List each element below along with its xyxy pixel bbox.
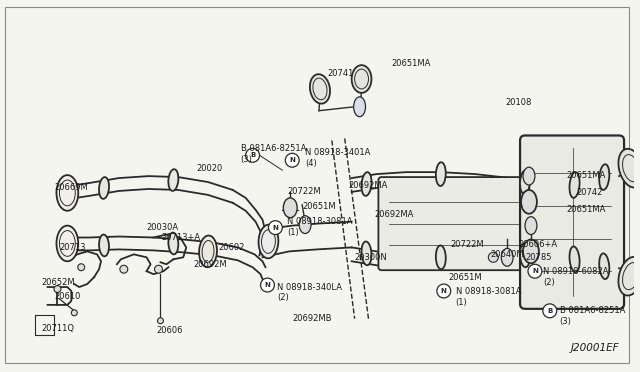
Text: 20742: 20742 [577,189,603,198]
Text: 20606: 20606 [157,326,183,335]
Text: 20300N: 20300N [355,253,387,262]
Text: (1): (1) [287,228,299,237]
Text: B 081A6-8251A: B 081A6-8251A [241,144,306,153]
Text: 20741: 20741 [327,68,353,78]
Circle shape [285,153,299,167]
Text: J20001EF: J20001EF [570,343,619,353]
Ellipse shape [56,175,78,211]
Text: (2): (2) [277,294,289,302]
Text: N: N [289,157,295,163]
Ellipse shape [523,167,535,185]
Circle shape [78,264,84,271]
Ellipse shape [521,190,537,214]
Circle shape [543,304,557,318]
Ellipse shape [299,216,311,234]
Text: 20020: 20020 [196,164,222,173]
Text: 20602: 20602 [218,243,244,252]
Text: N: N [532,268,538,274]
Ellipse shape [436,162,446,186]
Text: N 08918-340LA: N 08918-340LA [277,283,342,292]
Text: 20692M: 20692M [193,260,227,269]
Ellipse shape [362,241,372,265]
Ellipse shape [168,232,179,254]
Ellipse shape [168,169,179,191]
Ellipse shape [618,257,640,295]
Text: 20785: 20785 [525,253,552,262]
Text: N 08918-6082A: N 08918-6082A [543,267,609,276]
Text: 20030A: 20030A [147,223,179,232]
Ellipse shape [501,248,513,266]
Text: 20669M: 20669M [54,183,88,192]
Text: 20713+A: 20713+A [161,233,200,242]
Ellipse shape [310,74,330,104]
Text: N: N [441,288,447,294]
Text: 20713: 20713 [60,243,86,252]
Ellipse shape [259,225,278,258]
Circle shape [154,265,163,273]
FancyBboxPatch shape [520,135,624,309]
Text: N 08918-3401A: N 08918-3401A [305,148,371,157]
Text: N 08918-3081A: N 08918-3081A [287,217,353,226]
Text: 20651M: 20651M [302,202,336,211]
Circle shape [260,278,275,292]
Text: 20651MA: 20651MA [391,59,431,68]
Circle shape [157,318,163,324]
Text: 20652M: 20652M [42,278,76,286]
Ellipse shape [199,235,217,267]
Text: N: N [264,282,270,288]
Text: (1): (1) [456,298,467,307]
Circle shape [71,310,77,316]
Text: 20610: 20610 [54,292,81,301]
Text: (3): (3) [241,155,253,164]
Text: 20651MA: 20651MA [566,171,606,180]
Text: 20108: 20108 [505,98,532,107]
Circle shape [528,264,542,278]
Circle shape [246,148,260,162]
Text: 20722M: 20722M [287,187,321,196]
Text: 20640M: 20640M [490,250,524,259]
Ellipse shape [618,149,640,187]
Text: 20651MA: 20651MA [566,205,606,214]
Circle shape [437,284,451,298]
Ellipse shape [520,243,530,267]
Ellipse shape [570,247,580,272]
Text: 20722M: 20722M [451,240,484,249]
Ellipse shape [99,177,109,199]
Ellipse shape [362,172,372,196]
Ellipse shape [523,240,539,263]
Ellipse shape [56,226,78,261]
Ellipse shape [520,170,530,194]
Text: (2): (2) [543,278,555,286]
Ellipse shape [570,172,580,198]
Ellipse shape [354,97,365,117]
Text: 20692MA: 20692MA [349,180,388,189]
Text: 20692MB: 20692MB [292,314,332,323]
Ellipse shape [599,253,609,279]
Text: B: B [250,152,255,158]
Ellipse shape [284,198,297,218]
Ellipse shape [599,164,609,190]
Text: 20711Q: 20711Q [42,324,75,333]
Circle shape [268,221,282,234]
Text: N 08918-3081A: N 08918-3081A [456,288,521,296]
Ellipse shape [436,246,446,269]
Text: B: B [547,308,552,314]
Text: (3): (3) [560,317,572,326]
Ellipse shape [99,235,109,256]
Circle shape [488,252,499,262]
Text: (4): (4) [305,159,317,168]
FancyBboxPatch shape [378,177,553,270]
Text: N: N [273,225,278,231]
Ellipse shape [525,217,537,234]
Text: 20606+A: 20606+A [518,240,557,249]
Ellipse shape [351,65,371,93]
Circle shape [54,286,61,292]
Text: 20651M: 20651M [449,273,483,282]
Text: 20692MA: 20692MA [374,210,414,219]
Circle shape [120,265,128,273]
Text: B 081A6-8251A: B 081A6-8251A [560,306,625,315]
